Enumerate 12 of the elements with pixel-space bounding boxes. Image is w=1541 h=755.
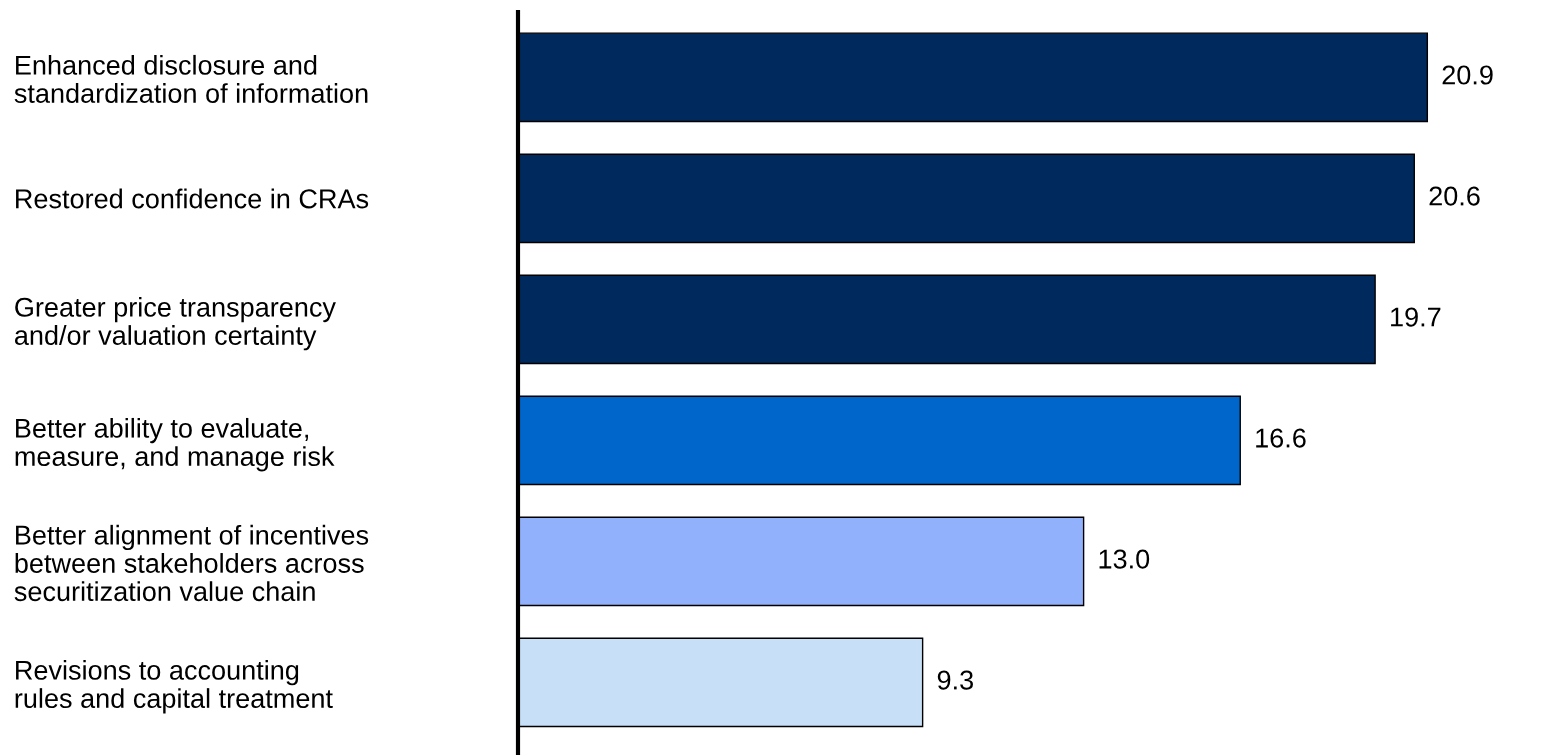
y-tick-label: Better ability to evaluate, measure, and manage risk [15,417,335,472]
y-tick-label: Better alignment of incentives between stakeholders across securitization value chain [14,524,369,602]
y-tick-label: Enhanced disclosure and standardization of information [14,54,368,103]
data-label: 19.7 [1391,307,1441,327]
data-label: 16.6 [1256,428,1306,448]
data-label: 20.6 [1429,186,1480,206]
data-label: 20.9 [1442,65,1493,85]
data-label: 13.0 [1099,549,1150,569]
y-tick-label: Restored confidence in CRAs [16,188,369,209]
data-label: 9.3 [937,670,973,690]
y-tick-label: Revisions to accounting rules and capital treatment [15,659,333,714]
y-tick-label: Greater price transparency and/or valuation certainty [14,296,336,351]
